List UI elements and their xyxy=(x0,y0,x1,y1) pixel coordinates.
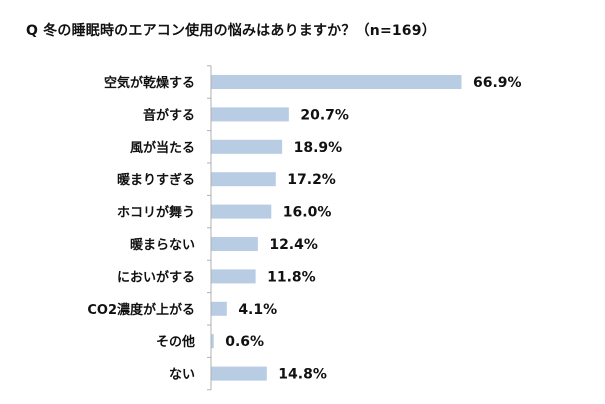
chart-title: Q 冬の睡眠時のエアコン使用の悩みはありますか？（n=169） xyxy=(26,23,436,39)
data-label: 16.0% xyxy=(283,205,332,221)
data-label: 11.8% xyxy=(267,269,316,285)
bar xyxy=(211,75,462,89)
data-label: 14.8% xyxy=(278,367,327,383)
data-label: 18.9% xyxy=(294,140,343,156)
bar xyxy=(211,366,267,381)
category-label: その他 xyxy=(156,334,195,350)
data-label: 12.4% xyxy=(269,237,318,253)
category-label: ホコリが舞う xyxy=(117,205,195,221)
bar xyxy=(211,334,214,349)
category-label: ない xyxy=(169,368,195,383)
bar xyxy=(211,204,272,219)
category-label: CO2濃度が上がる xyxy=(87,302,195,318)
category-label: 空気が乾燥する xyxy=(104,75,195,91)
category-label: 暖まりすぎる xyxy=(117,172,195,188)
data-label: 20.7% xyxy=(300,107,349,123)
data-label: 17.2% xyxy=(287,172,336,188)
category-label: においがする xyxy=(117,269,195,285)
bar xyxy=(211,172,276,187)
data-label: 0.6% xyxy=(225,334,264,350)
bar xyxy=(211,139,283,154)
category-label: 音がする xyxy=(143,107,195,123)
bar xyxy=(211,107,289,122)
category-label: 暖まらない xyxy=(130,237,195,253)
data-label: 4.1% xyxy=(238,302,277,318)
bar xyxy=(211,237,258,251)
data-label: 66.9% xyxy=(473,75,522,91)
bar xyxy=(211,301,227,316)
bar xyxy=(211,269,256,284)
category-label: 風が当たる xyxy=(130,140,195,156)
